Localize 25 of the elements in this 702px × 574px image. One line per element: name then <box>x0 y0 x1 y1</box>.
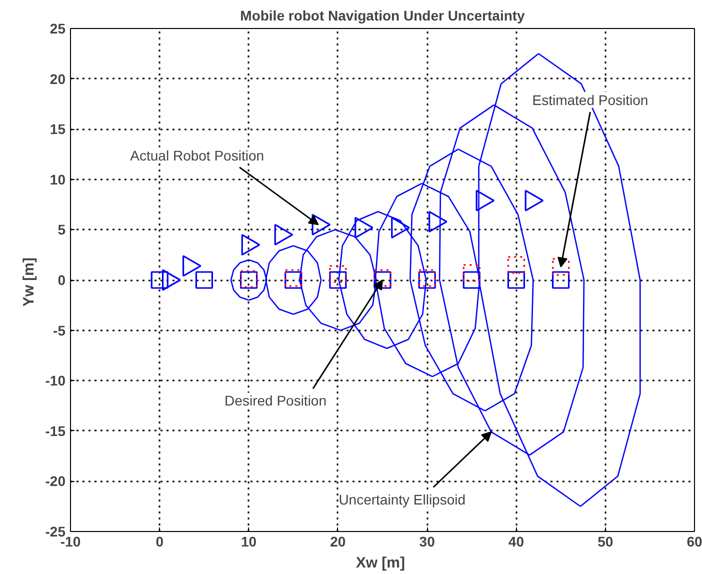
y-tick-label: 10 <box>50 171 66 188</box>
y-tick-label: -15 <box>45 422 66 439</box>
annotation: Desired Position <box>224 392 326 409</box>
y-tick-label: -10 <box>45 372 66 389</box>
chart-title: Mobile robot Navigation Under Uncertainty <box>240 8 526 24</box>
x-tick-label: 20 <box>330 534 346 550</box>
y-tick-label: 15 <box>50 121 66 138</box>
x-tick-label: 60 <box>686 534 702 550</box>
x-tick-label: 30 <box>419 534 436 550</box>
y-axis-title: Yw [m] <box>20 257 38 307</box>
y-tick-label: -20 <box>45 473 66 490</box>
x-tick-label: 10 <box>241 534 257 550</box>
y-tick-label: 5 <box>58 222 66 238</box>
x-tick-label: 50 <box>598 534 614 550</box>
y-tick-label: 0 <box>58 272 66 288</box>
y-tick-label: -5 <box>53 322 66 338</box>
y-tick-label: 25 <box>50 20 66 36</box>
y-tick-label: 20 <box>50 70 66 87</box>
annotation: Estimated Position <box>532 92 648 108</box>
annotation: Uncertainty Ellipsoid <box>338 491 466 508</box>
x-tick-label: 0 <box>156 534 164 550</box>
x-axis-title: Xw [m] <box>356 554 406 572</box>
x-tick-label: 40 <box>508 534 524 550</box>
y-tick-label: -25 <box>45 524 66 540</box>
annotation: Actual Robot Position <box>130 147 264 164</box>
